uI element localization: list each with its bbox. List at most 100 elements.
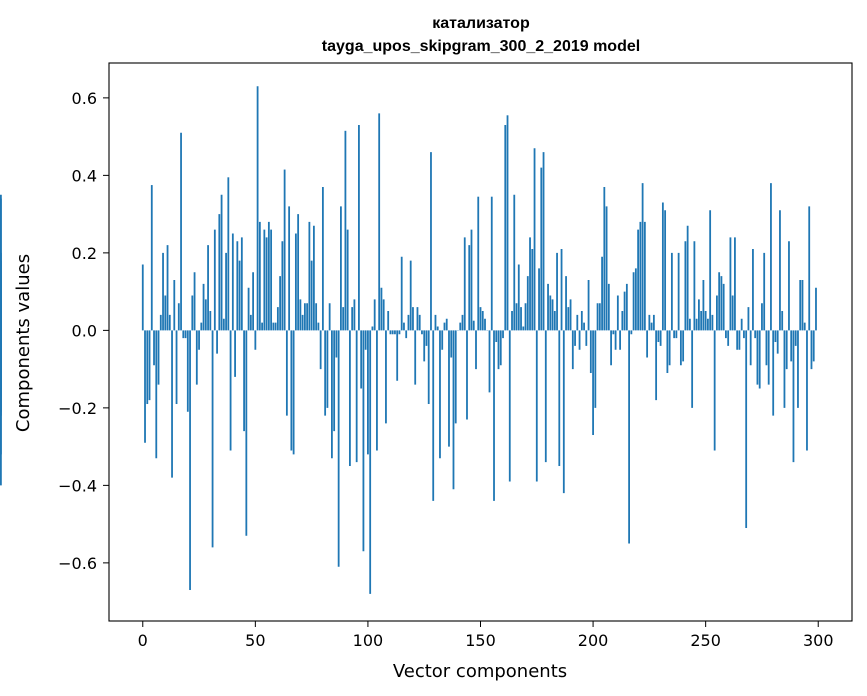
y-tick-label: −0.2 <box>58 399 97 418</box>
bar-component-195 <box>580 311 583 331</box>
bar-component-276 <box>763 252 766 331</box>
bar-component-299 <box>815 287 817 331</box>
bar-component-1 <box>144 330 146 443</box>
bar-component-132 <box>439 330 441 459</box>
bar-component-136 <box>448 330 450 447</box>
bar-component-84 <box>331 330 333 459</box>
bar-component-180 <box>547 283 549 331</box>
bar-component-100 <box>367 330 369 455</box>
bar-component-218 <box>632 272 635 331</box>
bar-component-214 <box>623 291 626 331</box>
bar-component-77 <box>315 303 318 331</box>
bar-component-272 <box>754 330 757 339</box>
bar-component-66 <box>290 330 293 451</box>
bar-component-200 <box>592 330 594 436</box>
bar-component-3 <box>148 330 151 401</box>
bar-component-166 <box>515 303 518 331</box>
bar-component-120 <box>412 307 414 331</box>
bar-component-177 <box>540 167 543 331</box>
bar-component-271 <box>752 249 754 331</box>
bar-component-253 <box>711 314 714 331</box>
bar-component-176 <box>538 268 540 331</box>
bar-component-159 <box>499 330 502 366</box>
bar-component-65 <box>288 206 291 331</box>
bar-component-248 <box>700 311 703 331</box>
bar-component-22 <box>191 295 194 331</box>
bar-component-231 <box>661 202 664 331</box>
bar-component-138 <box>452 330 455 490</box>
y-tick-label: 0.0 <box>72 321 97 340</box>
bar-component-256 <box>718 272 721 331</box>
bar-component-280 <box>772 330 775 416</box>
bar-component-192 <box>574 330 576 346</box>
bar-component-178 <box>542 152 545 331</box>
bar-component-68 <box>294 233 297 331</box>
bar-component-92 <box>349 330 351 467</box>
bar-component-296 <box>808 206 811 331</box>
bar-component-201 <box>594 330 597 408</box>
chart-title: катализатор <box>432 15 530 32</box>
bar-component-40 <box>231 233 234 331</box>
bar-component-273 <box>756 330 759 385</box>
bar-component-60 <box>276 307 279 331</box>
bar-component-183 <box>553 311 556 331</box>
bar-component-203 <box>598 303 601 331</box>
bar-component-108 <box>385 330 387 424</box>
bar-component-175 <box>535 330 538 482</box>
bar-component-250 <box>704 311 707 331</box>
bar-component-259 <box>725 330 727 339</box>
bar-component-237 <box>675 330 678 339</box>
bar-component-257 <box>720 276 723 331</box>
x-axis-ticks: 0 50 100 150 200 250 300 <box>138 621 834 650</box>
bar-component-224 <box>646 330 649 358</box>
bar-component-146 <box>470 229 473 331</box>
chart-subtitle: tayga_upos_skipgram_300_2_2019 model <box>322 38 640 55</box>
bar-component-143 <box>463 237 466 331</box>
bar-component-287 <box>788 241 790 331</box>
y-tick-label: 0.2 <box>72 244 97 263</box>
bar-component-198 <box>587 280 590 331</box>
y-tick-label: −0.6 <box>58 554 97 573</box>
bar-component-33 <box>216 330 218 354</box>
bar-component-232 <box>664 210 667 331</box>
bar-component-45 <box>243 330 245 432</box>
bar-component-73 <box>306 303 309 331</box>
bar-component-88 <box>340 206 342 331</box>
x-axis-label: Vector components <box>393 661 567 682</box>
bar-component-undefined <box>0 330 2 389</box>
bar-component-293 <box>801 280 804 331</box>
bar-component-206 <box>605 206 608 331</box>
bar-component-119 <box>409 260 412 331</box>
y-tick-label: −0.4 <box>58 476 97 495</box>
x-tick-label: 200 <box>578 631 609 650</box>
bar-component-174 <box>533 148 536 331</box>
bar-component-288 <box>790 330 793 362</box>
y-axis-label: Components values <box>13 254 34 432</box>
bar-component-28 <box>204 299 207 331</box>
bar-component-98 <box>362 330 365 552</box>
bar-component-235 <box>670 252 673 331</box>
bar-component-194 <box>578 330 581 350</box>
bar-component-78 <box>317 322 320 331</box>
bar-component-50 <box>254 330 257 350</box>
bar-component-110 <box>389 330 392 335</box>
bar-component-4 <box>150 185 153 331</box>
bar-component-63 <box>283 169 286 331</box>
bar-component-181 <box>549 295 552 331</box>
bar-component-49 <box>252 272 254 331</box>
bar-component-6 <box>155 330 158 459</box>
bar-component-285 <box>783 330 786 408</box>
bar-component-62 <box>281 241 284 331</box>
bar-component-207 <box>607 283 610 331</box>
bar-component-286 <box>785 330 788 370</box>
bar-component-114 <box>398 330 401 335</box>
bar-component-86 <box>335 330 338 358</box>
bar-component-29 <box>207 245 209 331</box>
bar-component-186 <box>560 249 563 331</box>
bar-component-85 <box>333 330 336 432</box>
bar-component-154 <box>488 330 491 393</box>
bar-component-187 <box>562 330 565 494</box>
bar-component-34 <box>218 214 221 331</box>
bar-component-59 <box>274 322 277 331</box>
bar-component-144 <box>466 330 468 420</box>
